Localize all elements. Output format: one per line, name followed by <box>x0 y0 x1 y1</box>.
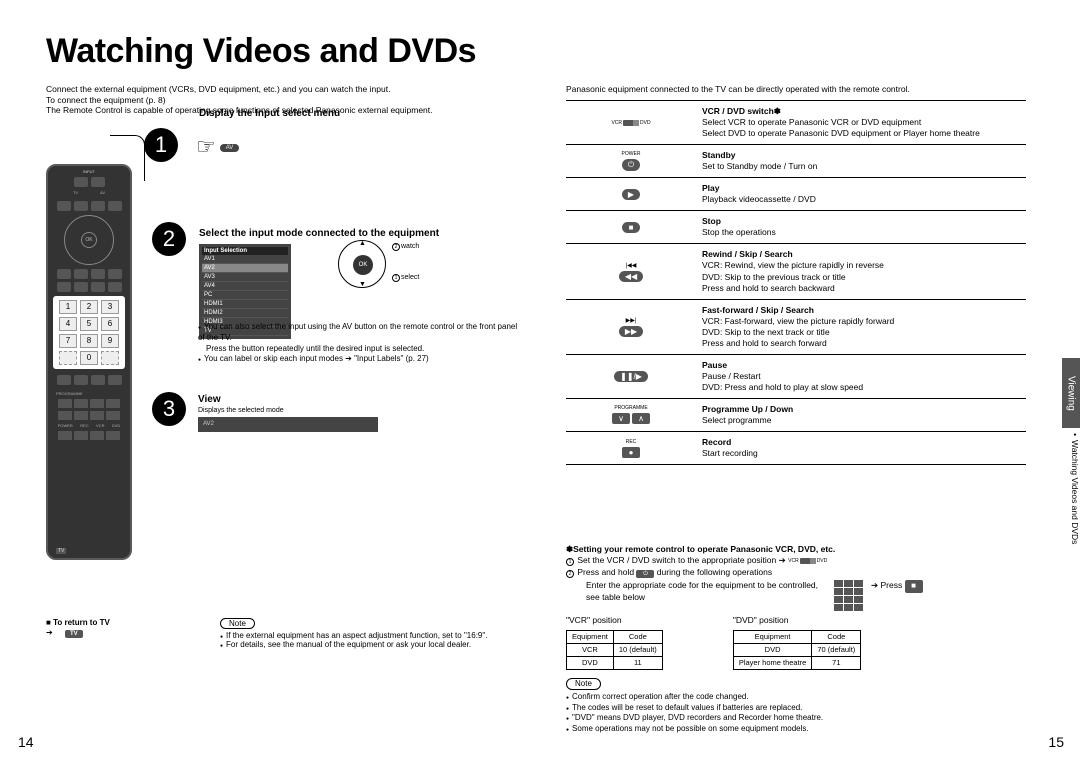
s2-b2: Press the button repeatedly until the de… <box>206 344 518 355</box>
step-2-title: Select the input mode connected to the e… <box>199 228 439 239</box>
step-1-title: Display the Input select menu <box>199 108 340 119</box>
n2-1: Confirm correct operation after the code… <box>566 692 1028 702</box>
input-row: AV1 <box>202 255 288 264</box>
input-row: HDMI2 <box>202 309 288 318</box>
return-to-tv: To return to TV ➔ TV <box>46 618 110 638</box>
ast-l2b: during the following operations <box>654 567 772 577</box>
function-desc: Rewind / Skip / SearchVCR: Rewind, view … <box>696 244 1026 298</box>
vcr-code-table: EquipmentCode VCR10 (default) DVD11 <box>566 630 663 670</box>
function-row: ▶▶|▶▶Fast-forward / Skip / SearchVCR: Fa… <box>566 300 1026 355</box>
function-row: VCRDVDVCR / DVD switch✽Select VCR to ope… <box>566 101 1026 145</box>
function-desc: PlayPlayback videocassette / DVD <box>696 178 1026 210</box>
tv-pill: TV <box>65 630 83 638</box>
ln-2: For details, see the manual of the equip… <box>220 640 540 649</box>
function-row: ■StopStop the operations <box>566 211 1026 244</box>
input-row: AV4 <box>202 282 288 291</box>
step-2-body: You can also select the input using the … <box>198 322 518 365</box>
function-desc: RecordStart recording <box>696 432 1026 464</box>
ok-center: OK <box>353 255 373 275</box>
note-label-2: Note <box>566 678 601 690</box>
function-desc: Programme Up / DownSelect programme <box>696 399 1026 431</box>
ast-l2a: Press and hold <box>575 567 636 577</box>
side-subtitle: Watching Videos and DVDs <box>1070 432 1080 602</box>
function-desc: StopStop the operations <box>696 211 1026 243</box>
av-pill: AV <box>220 144 240 152</box>
left-note: Note If the external equipment has an as… <box>220 618 540 649</box>
power-icon: POWER⏻ <box>566 145 696 177</box>
ast-l1: Set the VCR / DVD switch to the appropri… <box>575 555 786 565</box>
dvd-code-table: EquipmentCode DVD70 (default) Player hom… <box>733 630 862 670</box>
function-row: ▶PlayPlayback videocassette / DVD <box>566 178 1026 211</box>
s2-b3: You can label or skip each input modes ➔… <box>198 354 518 365</box>
s3-sub: Displays the selected mode <box>198 406 518 415</box>
step-3-body: Displays the selected mode AV2 <box>198 406 518 432</box>
keypad-mini-icon <box>834 580 863 611</box>
intro-l2: To connect the equipment (p. 8) <box>46 95 433 106</box>
remote-tv-lbl: TV <box>73 190 78 195</box>
functions-table: VCRDVDVCR / DVD switch✽Select VCR to ope… <box>566 100 1026 465</box>
right-intro: Panasonic equipment connected to the TV … <box>566 84 910 94</box>
function-row: |◀◀◀◀Rewind / Skip / SearchVCR: Rewind, … <box>566 244 1026 299</box>
step-3-title: View <box>198 394 221 405</box>
n2-4: Some operations may not be possible on s… <box>566 724 1028 734</box>
pause-icon: ❚❚/▶ <box>566 355 696 398</box>
step-1-badge: 1 <box>144 128 178 162</box>
step-2-badge: 2 <box>152 222 186 256</box>
watch-label: watch <box>401 243 419 250</box>
function-row: REC●RecordStart recording <box>566 432 1026 464</box>
stop-icon: ■ <box>566 211 696 243</box>
intro-l1: Connect the external equipment (VCRs, DV… <box>46 84 433 95</box>
function-row: POWER⏻StandbySet to Standby mode / Turn … <box>566 145 1026 178</box>
remote-av-lbl: AV <box>100 190 105 195</box>
hand-icon: ☞AV <box>196 134 239 160</box>
function-desc: Fast-forward / Skip / SearchVCR: Fast-fo… <box>696 300 1026 354</box>
remote-numpad: 123 456 789 0 <box>53 296 125 369</box>
step-3-badge: 3 <box>152 392 186 426</box>
dvd-pos-label: "DVD" position <box>733 615 862 626</box>
switch-icon: VCRDVD <box>566 101 696 144</box>
function-desc: VCR / DVD switch✽Select VCR to operate P… <box>696 101 1026 144</box>
page-number-right: 15 <box>1048 734 1064 750</box>
input-row: PC <box>202 291 288 300</box>
mode-display: AV2 <box>198 417 378 431</box>
vcr-pos-label: "VCR" position <box>566 615 663 626</box>
remote-setup-section: ✽Setting your remote control to operate … <box>566 544 1028 670</box>
input-row: AV2 <box>202 264 288 273</box>
input-sel-header: Input Selection <box>202 247 288 255</box>
remote-illustration: INPUT TVAV OK 123 456 789 0 PROGRAMME PO… <box>46 164 132 560</box>
page-number-left: 14 <box>18 734 34 750</box>
ast-l3: Enter the appropriate code for the equip… <box>586 580 826 603</box>
right-note: Note Confirm correct operation after the… <box>566 678 1028 734</box>
function-desc: PausePause / RestartDVD: Press and hold … <box>696 355 1026 398</box>
remote-tv-pill: TV <box>56 548 66 554</box>
prog-icon: PROGRAMME∨∧ <box>566 399 696 431</box>
rec-icon: REC● <box>566 432 696 464</box>
ff-icon: ▶▶|▶▶ <box>566 300 696 354</box>
input-row: HDMI1 <box>202 300 288 309</box>
page-title: Watching Videos and DVDs <box>46 32 476 71</box>
input-row: AV3 <box>202 273 288 282</box>
function-desc: StandbySet to Standby mode / Turn on <box>696 145 1026 177</box>
side-tab-viewing: Viewing <box>1062 358 1080 428</box>
function-row: ❚❚/▶PausePause / RestartDVD: Press and h… <box>566 355 1026 399</box>
n2-2: The codes will be reset to default value… <box>566 703 1028 713</box>
return-tv-label: To return to TV <box>53 618 110 627</box>
ln-1: If the external equipment has an aspect … <box>220 631 540 640</box>
note-label: Note <box>220 618 255 629</box>
play-icon: ▶ <box>566 178 696 210</box>
function-row: PROGRAMME∨∧Programme Up / DownSelect pro… <box>566 399 1026 432</box>
ok-labels: 2watch 1select <box>392 242 419 283</box>
ok-nav-widget: ▲▼OK <box>338 240 386 288</box>
remote-ok: OK <box>81 232 97 248</box>
rew-icon: |◀◀◀◀ <box>566 244 696 298</box>
s2-b1: You can also select the input using the … <box>198 322 518 344</box>
press-label: Press <box>880 580 902 590</box>
n2-3: "DVD" means DVD player, DVD recorders an… <box>566 713 1028 723</box>
remote-nav-ring: OK <box>64 215 114 265</box>
ast-title: ✽Setting your remote control to operate … <box>566 544 835 554</box>
select-label: select <box>401 274 419 281</box>
